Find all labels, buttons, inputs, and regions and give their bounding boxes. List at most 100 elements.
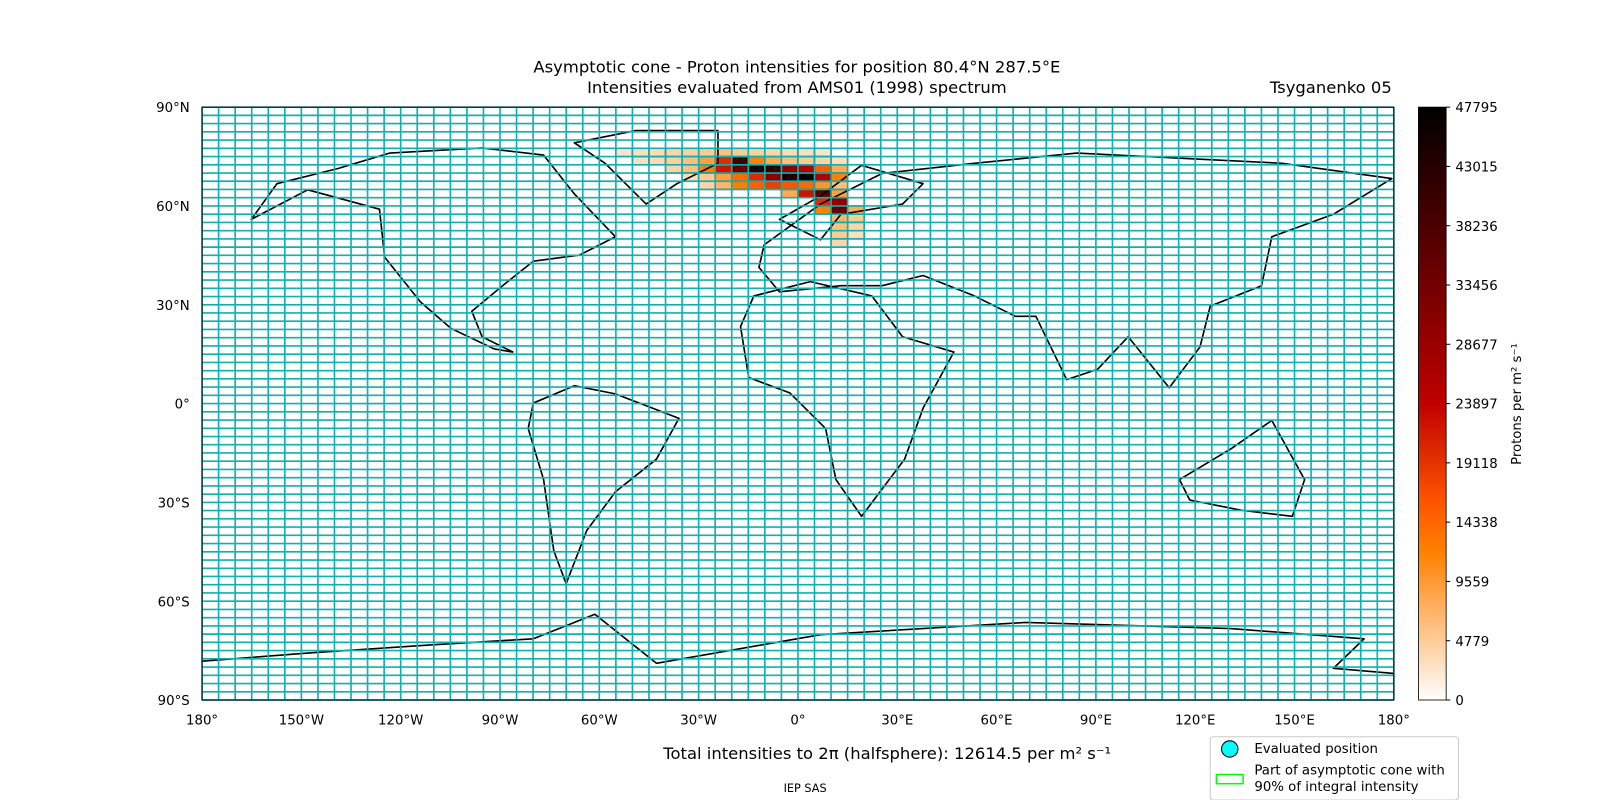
x-tick-label: 60°E (981, 714, 1013, 729)
legend-box (1209, 736, 1459, 800)
heat-cell (731, 164, 749, 174)
y-tick-label: 30°S (158, 497, 190, 512)
legend-label: 90% of integral intensity (1254, 780, 1418, 795)
heat-cell (830, 238, 849, 248)
coastline (201, 613, 1394, 675)
heat-cell (764, 180, 783, 191)
heat-cell (830, 197, 849, 207)
cone-grid (201, 106, 1395, 701)
heat-cell (681, 164, 700, 174)
colorbar-label: Protons per m² s⁻¹ (1510, 343, 1525, 465)
heat-cell (797, 155, 816, 166)
colorbar-tick-label: 0 (1455, 694, 1463, 709)
heat-cell (681, 147, 700, 158)
colorbar-tick-label: 28677 (1455, 338, 1497, 353)
x-tick-label: 60°W (581, 714, 618, 729)
colorbar-tick-label: 4779 (1455, 635, 1489, 650)
heat-cell (813, 180, 832, 191)
heat-cell (681, 155, 700, 166)
colorbar-tick-label: 19118 (1455, 457, 1497, 472)
credit: IEP SAS (784, 782, 827, 795)
heat-cell (780, 180, 799, 191)
heat-cell (698, 172, 716, 182)
heat-cell (731, 155, 749, 166)
y-tick-label: 90°S (158, 694, 190, 709)
heat-cell (764, 172, 783, 182)
y-tick-label: 90°N (156, 101, 190, 116)
chart-subtitle: Intensities evaluated from AMS01 (1998) … (587, 78, 1007, 97)
heat-cell (780, 155, 799, 166)
colorbar-tick-label: 43015 (1455, 161, 1497, 176)
heat-cell (631, 155, 650, 166)
heat-cell (714, 164, 733, 174)
heat-cell (664, 155, 683, 166)
heat-cell (764, 164, 783, 174)
colorbar-tick-label: 33456 (1455, 279, 1497, 294)
heat-cell (731, 180, 749, 191)
heat-cell (846, 230, 865, 240)
heat-cell (631, 147, 650, 158)
legend-marker (1221, 740, 1239, 758)
x-tick-label: 150°W (279, 714, 324, 729)
x-tick-label: 90°E (1080, 714, 1112, 729)
heat-cell (698, 155, 716, 166)
heat-cell (747, 164, 766, 174)
heat-cell (764, 155, 783, 166)
chart-title: Asymptotic cone - Proton intensities for… (533, 57, 1060, 76)
heat-cell (813, 172, 832, 182)
heat-cell (714, 180, 733, 191)
colorbar-tick-label: 9559 (1455, 576, 1489, 591)
heat-cell (648, 155, 667, 166)
coastline (739, 280, 955, 518)
heat-cell (780, 164, 799, 174)
heat-cell (698, 147, 716, 158)
heat-cell (797, 172, 816, 182)
y-tick-label: 60°N (156, 200, 190, 215)
heat-cell (664, 147, 683, 158)
x-tick-label: 150°E (1274, 714, 1314, 729)
heat-cell (648, 147, 667, 158)
heat-cell (797, 147, 816, 158)
heat-cell (813, 197, 832, 207)
y-tick-label: 30°N (156, 299, 190, 314)
colorbar-tick-label: 47795 (1455, 101, 1497, 116)
colorbar-tick-label: 23897 (1455, 398, 1497, 413)
x-tick-label: 0° (790, 714, 805, 729)
heat-cell (714, 172, 733, 182)
heat-cell (731, 172, 749, 182)
heat-cell (813, 155, 832, 166)
x-tick-label: 120°W (378, 714, 423, 729)
heat-cell (664, 164, 683, 174)
colorbar-tick-label: 14338 (1455, 516, 1497, 531)
coastline (758, 152, 1393, 389)
x-tick-label: 30°W (680, 714, 717, 729)
x-tick-label: 30°E (881, 714, 913, 729)
y-tick-label: 60°S (158, 595, 190, 610)
heat-cell (846, 213, 865, 224)
footer: Total intensities to 2π (halfsphere): 12… (662, 744, 1111, 763)
heat-cell (780, 147, 799, 158)
colorbar-tick-label: 38236 (1455, 220, 1497, 235)
legend-label: Part of asymptotic cone with (1254, 764, 1444, 779)
heat-cell (846, 221, 865, 232)
legend-marker (1215, 773, 1244, 785)
map-frame (201, 106, 1395, 701)
heat-cell (813, 164, 832, 174)
coastline (573, 129, 719, 205)
y-tick-label: 0° (175, 398, 190, 413)
heat-cell (747, 172, 766, 182)
heat-cell (747, 180, 766, 191)
heat-cell (797, 164, 816, 174)
heat-cell (830, 164, 849, 174)
heat-cell (764, 147, 783, 158)
legend-label: Evaluated position (1254, 742, 1378, 757)
colorbar (1418, 106, 1447, 701)
heat-cell (830, 188, 849, 199)
heat-cell (615, 147, 634, 158)
heat-cell (780, 172, 799, 182)
heat-cell (698, 180, 716, 191)
heat-cell (813, 147, 832, 158)
heat-cell (780, 188, 799, 199)
x-tick-label: 90°W (482, 714, 519, 729)
